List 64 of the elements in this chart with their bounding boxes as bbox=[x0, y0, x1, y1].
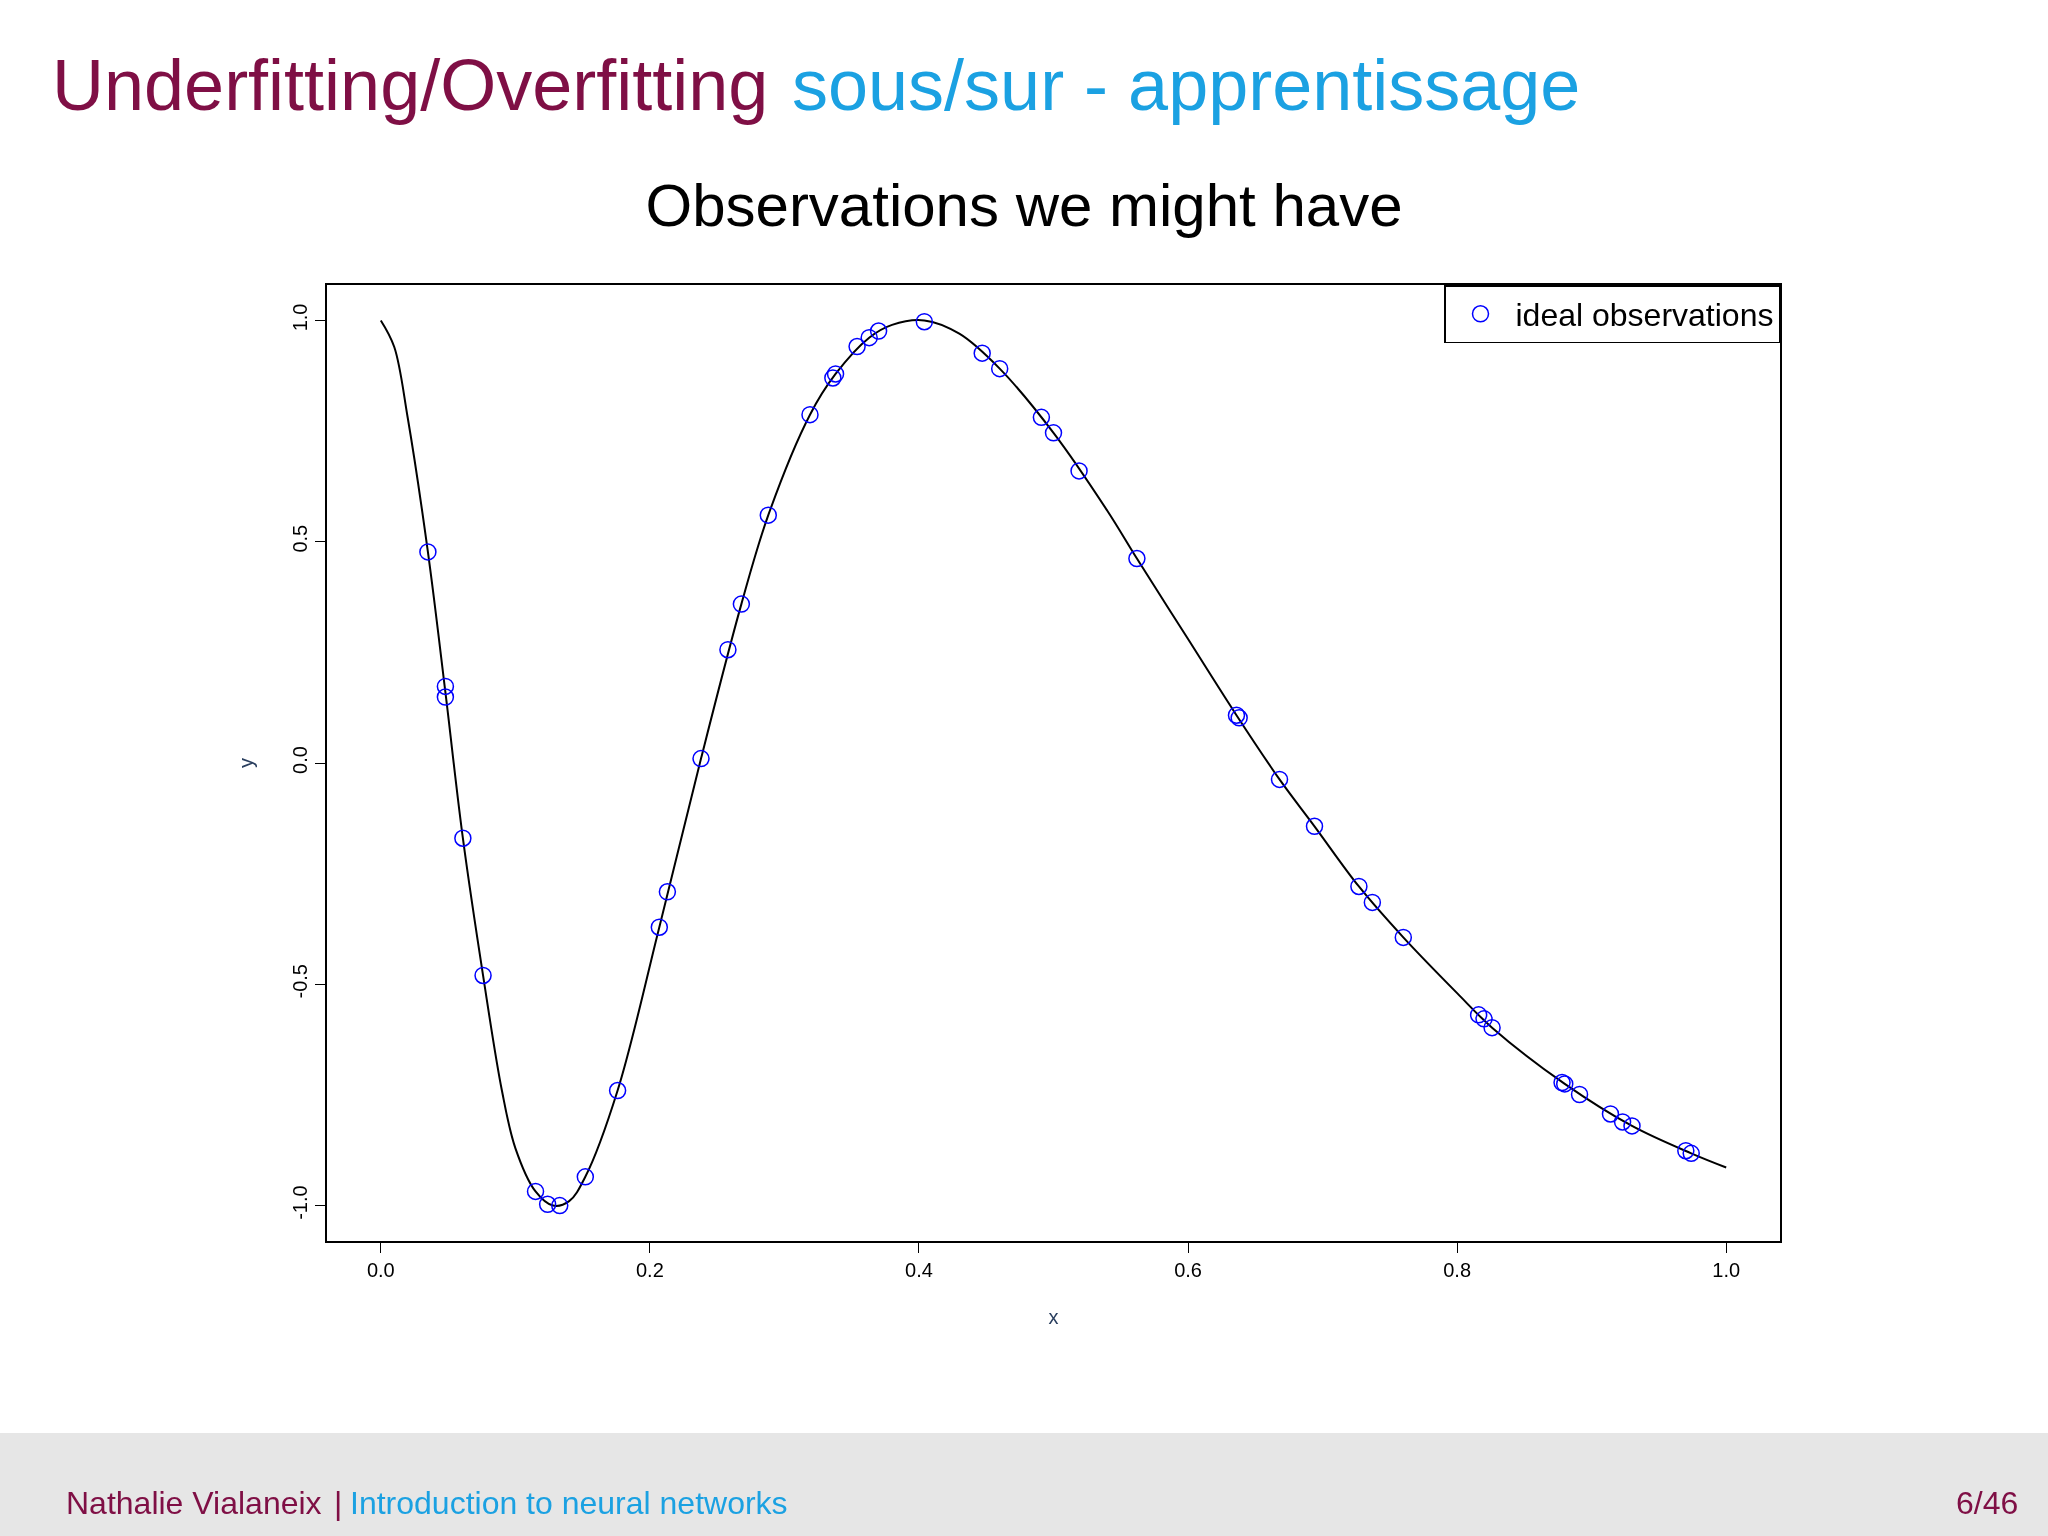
point bbox=[1270, 770, 1289, 789]
point bbox=[1677, 1141, 1695, 1160]
y-tick-label: 1.0 bbox=[289, 303, 312, 332]
x-axis-title: x bbox=[1048, 1305, 1059, 1328]
x-tick-label: 0.8 bbox=[1443, 1258, 1472, 1281]
y-tick-label: -0.5 bbox=[289, 964, 312, 999]
legend-label: ideal observations bbox=[1515, 297, 1774, 334]
point bbox=[1044, 424, 1063, 442]
text: | bbox=[334, 1485, 343, 1521]
chart-title: Observations we might have bbox=[645, 172, 1403, 239]
text: Underfitting/Overfitting bbox=[52, 45, 769, 125]
point bbox=[1570, 1085, 1589, 1104]
text: Nathalie Vialaneix bbox=[66, 1485, 322, 1521]
point bbox=[1682, 1144, 1700, 1163]
point bbox=[869, 322, 888, 340]
point bbox=[848, 337, 866, 356]
text: sous/sur - apprentissage bbox=[792, 45, 1581, 125]
point bbox=[801, 405, 819, 424]
point bbox=[860, 328, 878, 347]
y-tick-label: 0.5 bbox=[289, 524, 312, 553]
x-tick-label: 0.4 bbox=[905, 1258, 933, 1281]
point bbox=[551, 1196, 569, 1215]
y-tick-label: 0.0 bbox=[289, 746, 312, 774]
point bbox=[526, 1182, 545, 1201]
y-tick-label: -1.0 bbox=[289, 1185, 312, 1220]
point bbox=[719, 640, 737, 659]
point bbox=[915, 312, 934, 331]
x-tick-label: 0.0 bbox=[366, 1258, 395, 1281]
point bbox=[1613, 1113, 1632, 1131]
point bbox=[436, 688, 455, 706]
point bbox=[419, 543, 437, 561]
point bbox=[692, 749, 710, 768]
point bbox=[658, 883, 677, 901]
x-tick-label: 0.6 bbox=[1174, 1258, 1202, 1281]
y-axis-title: y bbox=[235, 758, 258, 768]
x-tick-label: 0.2 bbox=[635, 1258, 664, 1281]
point bbox=[1469, 1006, 1488, 1024]
point bbox=[1070, 462, 1088, 480]
text: 6/46 bbox=[1956, 1485, 2019, 1521]
point bbox=[1601, 1105, 1620, 1123]
point bbox=[454, 829, 472, 847]
point bbox=[732, 595, 751, 613]
point bbox=[1128, 549, 1146, 568]
point bbox=[1350, 877, 1368, 896]
point bbox=[826, 365, 845, 383]
point bbox=[608, 1081, 627, 1100]
point bbox=[1475, 1010, 1493, 1028]
point bbox=[759, 506, 778, 524]
point bbox=[973, 344, 991, 362]
point bbox=[576, 1168, 595, 1186]
point bbox=[538, 1195, 557, 1213]
point bbox=[474, 966, 492, 985]
x-tick-label: 1.0 bbox=[1712, 1258, 1741, 1281]
point bbox=[1623, 1117, 1641, 1135]
text: Introduction to neural networks bbox=[350, 1485, 788, 1521]
point bbox=[1394, 928, 1413, 947]
point bbox=[824, 369, 842, 387]
point bbox=[1483, 1018, 1501, 1037]
point bbox=[1363, 893, 1382, 912]
point bbox=[1305, 817, 1324, 836]
point bbox=[990, 359, 1009, 378]
point bbox=[650, 918, 669, 936]
point bbox=[1032, 408, 1051, 427]
point bbox=[436, 677, 455, 696]
